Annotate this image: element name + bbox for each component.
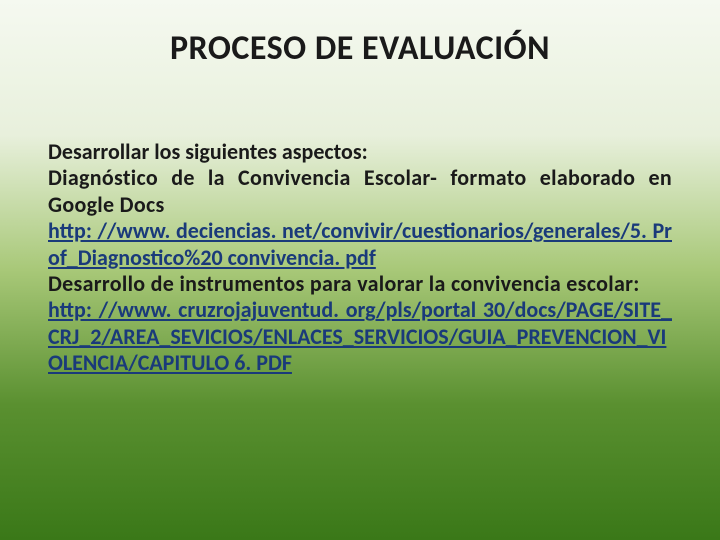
instruments-text: Desarrollo de instrumentos para valorar … [48, 271, 672, 297]
slide: PROCESO DE EVALUACIÓN Desarrollar los si… [0, 0, 720, 540]
slide-title: PROCESO DE EVALUACIÓN [48, 28, 672, 69]
link-instruments[interactable]: http: //www. cruzrojajuventud. org/pls/p… [48, 296, 672, 376]
link-diagnostic[interactable]: http: //www. deciencias. net/convivir/cu… [48, 217, 672, 270]
slide-body: Desarrollar los siguientes aspectos: Dia… [48, 139, 672, 377]
intro-text: Desarrollar los siguientes aspectos: [48, 139, 672, 165]
diagnostic-text: Diagnóstico de la Convivencia Escolar- f… [48, 165, 672, 218]
